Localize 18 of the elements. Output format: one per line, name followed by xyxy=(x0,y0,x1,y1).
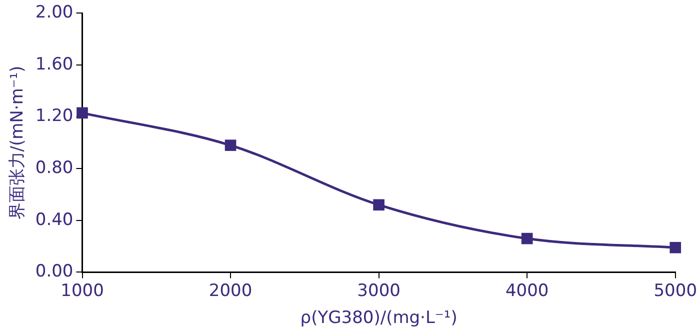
x-tick-label: 3000 xyxy=(357,280,400,301)
point xyxy=(521,232,533,244)
point xyxy=(670,242,682,254)
x-tick-label: 4000 xyxy=(505,280,549,301)
point xyxy=(373,199,384,211)
x-tick-label: 2000 xyxy=(208,280,252,301)
y-tick-label: 1.20 xyxy=(35,106,74,126)
y-tick-label: 1.60 xyxy=(35,54,74,74)
y-tick-label: 0.00 xyxy=(35,262,74,282)
x-tick-label: 1000 xyxy=(60,280,104,301)
y-tick-label: 0.40 xyxy=(35,210,74,230)
y-tick-label: 0.80 xyxy=(35,158,74,178)
y-axis-title: 界面张力/(mN·m⁻¹) xyxy=(8,66,28,220)
x-axis-title: ρ(YG380)/(mg·L⁻¹) xyxy=(300,308,458,328)
y-tick-label: 2.00 xyxy=(35,2,74,23)
point xyxy=(224,140,236,151)
point xyxy=(76,107,88,119)
x-tick-label: 5000 xyxy=(654,280,697,301)
